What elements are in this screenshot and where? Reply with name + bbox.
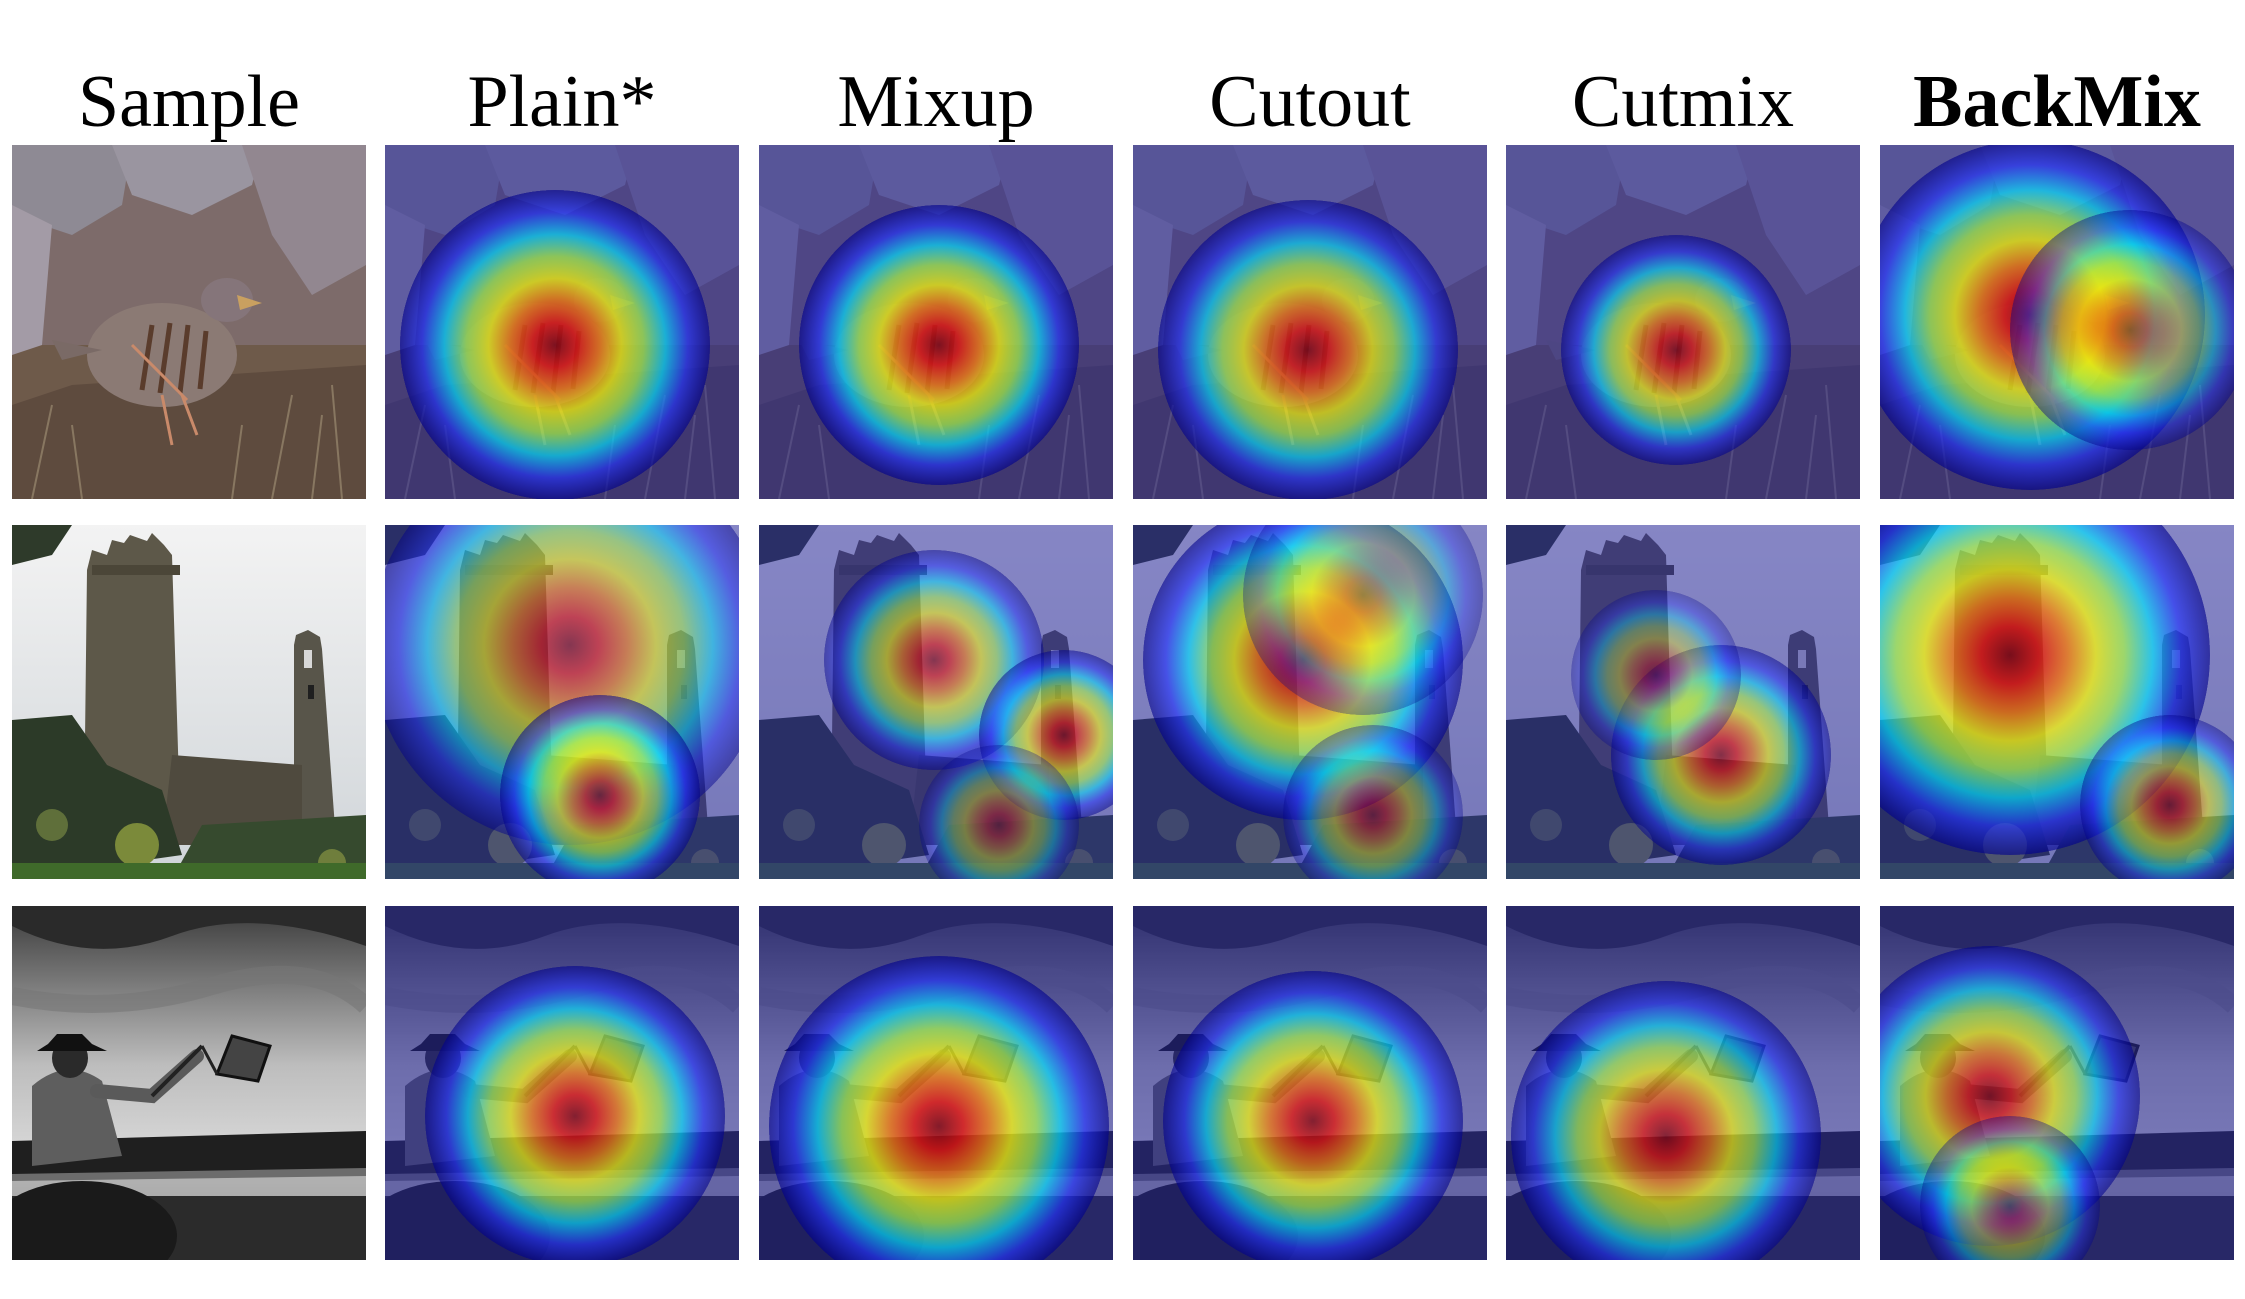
heatmap-overlay-photo bbox=[1506, 145, 1860, 499]
heatmap-overlay-photo bbox=[1880, 525, 2234, 879]
heatmap-overlay-photo bbox=[385, 525, 739, 879]
heatmap-overlay-photo bbox=[759, 906, 1113, 1260]
heatmap-cutout-rider-with-flag bbox=[1133, 906, 1487, 1260]
sample-image-partridge-on-rocks bbox=[12, 145, 366, 499]
heatmap-backmix-rider-with-flag bbox=[1880, 906, 2234, 1260]
heatmap-mixup-stone-castle-tower bbox=[759, 525, 1113, 879]
heatmap-overlay-photo bbox=[1133, 525, 1487, 879]
heatmap-overlay-photo bbox=[1133, 145, 1487, 499]
heatmap-cutmix-rider-with-flag bbox=[1506, 906, 1860, 1260]
heatmap-mixup-rider-with-flag bbox=[759, 906, 1113, 1260]
sample-photo bbox=[12, 906, 366, 1260]
heatmap-cutout-partridge-on-rocks bbox=[1133, 145, 1487, 499]
sample-image-stone-castle-tower bbox=[12, 525, 366, 879]
column-header-cutmix: Cutmix bbox=[1571, 61, 1795, 143]
heatmap-cutmix-partridge-on-rocks bbox=[1506, 145, 1860, 499]
heatmap-overlay-photo bbox=[759, 145, 1113, 499]
heatmap-overlay-photo bbox=[1133, 906, 1487, 1260]
heatmap-backmix-stone-castle-tower bbox=[1880, 525, 2234, 879]
column-header-sample: Sample bbox=[78, 61, 300, 143]
sample-photo bbox=[12, 525, 366, 879]
heatmap-mixup-partridge-on-rocks bbox=[759, 145, 1113, 499]
heatmap-plain-rider-with-flag bbox=[385, 906, 739, 1260]
heatmap-overlay-photo bbox=[1880, 906, 2234, 1260]
heatmap-overlay-photo bbox=[385, 906, 739, 1260]
heatmap-plain-stone-castle-tower bbox=[385, 525, 739, 879]
column-header-mixup: Mixup bbox=[837, 61, 1035, 143]
heatmap-backmix-partridge-on-rocks bbox=[1880, 145, 2234, 499]
column-header-cutout: Cutout bbox=[1209, 61, 1411, 143]
column-header-backmix: BackMix bbox=[1913, 61, 2201, 143]
heatmap-cutmix-stone-castle-tower bbox=[1506, 525, 1860, 879]
heatmap-overlay-photo bbox=[1506, 906, 1860, 1260]
sample-image-rider-with-flag bbox=[12, 906, 366, 1260]
heatmap-cutout-stone-castle-tower bbox=[1133, 525, 1487, 879]
sample-photo bbox=[12, 145, 366, 499]
heatmap-overlay-photo bbox=[759, 525, 1113, 879]
heatmap-overlay-photo bbox=[1880, 145, 2234, 499]
heatmap-overlay-photo bbox=[1506, 525, 1860, 879]
heatmap-overlay-photo bbox=[385, 145, 739, 499]
column-header-plain: Plain* bbox=[467, 61, 657, 143]
heatmap-plain-partridge-on-rocks bbox=[385, 145, 739, 499]
